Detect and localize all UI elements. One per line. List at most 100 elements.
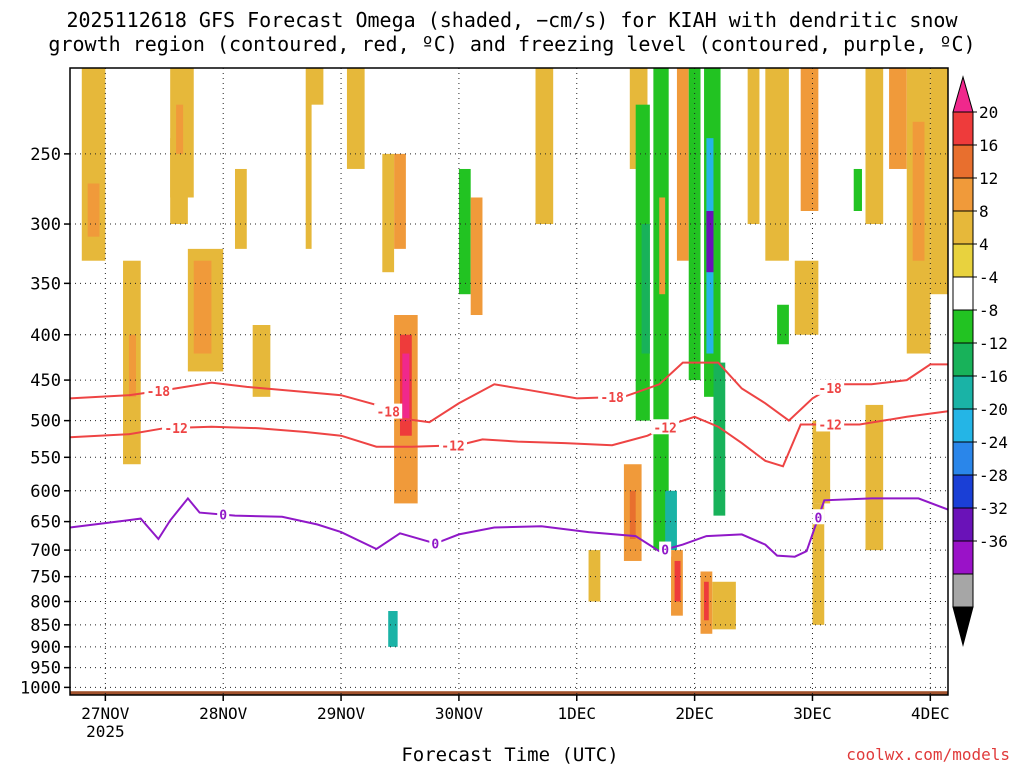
contour-0C (69, 496, 949, 558)
omega-cell-25 (405, 560, 424, 647)
colorbar-segment-9 (952, 408, 974, 443)
contour-label-bg--12C-1 (439, 437, 468, 453)
colorbar-tick-label-11: -28 (979, 466, 1008, 485)
colorbar-tick-label-3: 8 (979, 202, 989, 221)
colorbar-tick-label-2: 12 (979, 169, 998, 188)
colorbar-segment-4 (952, 243, 974, 278)
omega-cell-13 (346, 68, 365, 169)
contour-label-bg--12C-3 (816, 416, 845, 432)
chart-title-line-2: growth region (contoured, red, ºC) and f… (48, 32, 976, 56)
x-axis-label: Forecast Time (UTC) (401, 744, 619, 766)
omega-cell-78 (930, 68, 948, 295)
omega-cell-19 (394, 153, 406, 249)
omega-cell-18 (382, 153, 395, 273)
contour-label-bg-0C-2 (659, 541, 672, 557)
omega-cell-8 (193, 260, 212, 354)
chart-title-line-1: 2025112618 GFS Forecast Omega (shaded, −… (66, 8, 958, 32)
contour-label-bg-0C-1 (429, 535, 442, 551)
omega-shading-layer (81, 68, 948, 672)
surface-band (70, 691, 948, 695)
omega-cell-47 (665, 490, 677, 551)
omega-cell-67 (812, 420, 831, 504)
contour-label-bg--18C-3 (816, 379, 845, 395)
omega-cell-30 (470, 197, 483, 316)
colorbar-bottom-arrow (952, 606, 974, 647)
colorbar-segment-1 (952, 144, 974, 179)
colorbar-tick-label-7: -12 (979, 334, 1008, 353)
contour-label-bg--18C-0 (144, 383, 173, 399)
omega-cell-57 (704, 581, 709, 621)
omega-cell-9 (234, 168, 247, 249)
omega-cell-64 (777, 304, 789, 345)
omega-cell-24 (388, 611, 398, 647)
omega-cell-17 (376, 521, 395, 561)
y-tick-label-650: 650 (30, 513, 61, 533)
omega-cell-34 (511, 68, 530, 249)
contour-label-0C-2: 0 (661, 544, 669, 559)
contour-layer: -18 -18 -18 -18 -12 -12 -12 -12 0 0 0 0 (69, 361, 949, 559)
colorbar-tick-label-12: -32 (979, 499, 1008, 518)
colorbar-tick-label-0: 20 (979, 103, 998, 122)
contour-label-0C-1: 0 (431, 537, 439, 552)
x-tick-label-27NOV: 27NOV (81, 704, 130, 723)
omega-cell-62 (765, 68, 789, 261)
colorbar-segment-11 (952, 474, 974, 509)
colorbar-segment-0 (952, 111, 974, 146)
contour-label--12C-2: -12 (653, 421, 676, 436)
omega-cell-70 (853, 168, 862, 211)
colorbar-tick-label-13: -36 (979, 532, 1008, 551)
omega-cell-44 (641, 224, 650, 354)
omega-cell-6 (176, 104, 184, 154)
omega-cell-54 (706, 210, 714, 273)
contour-label--18C-0: -18 (147, 385, 171, 400)
colorbar-tick-label-10: -24 (979, 433, 1008, 452)
contour-label-bg--12C-2 (651, 419, 680, 435)
omega-cell-33 (482, 380, 501, 504)
contour-label-bg--18C-1 (374, 403, 403, 419)
colorbar-segment-6 (952, 309, 974, 344)
axes-layer: 2503003504004505005506006507007508008509… (20, 67, 950, 741)
contour-label-0C-3: 0 (814, 511, 822, 526)
contour-label-bg--18C-2 (598, 389, 627, 405)
omega-cell-35 (535, 68, 554, 225)
omega-cell-58 (712, 581, 736, 630)
y-tick-label-450: 450 (30, 371, 61, 391)
contour-label-bg-0C-3 (812, 509, 825, 525)
omega-cell-38 (594, 315, 607, 397)
omega-cell-29 (458, 168, 471, 295)
source-credit: coolwx.com/models (846, 745, 1010, 764)
contour-label--12C-1: -12 (441, 439, 464, 454)
y-tick-label-500: 500 (30, 412, 61, 432)
omega-cell-31 (458, 550, 483, 672)
omega-cell-10 (252, 325, 271, 397)
contour--12C (69, 410, 949, 468)
contour-label-bg--12C-0 (162, 419, 191, 435)
colorbar-segment-5 (952, 276, 974, 311)
colorbar-top-arrow (952, 75, 974, 113)
omega-cell-61 (747, 68, 760, 225)
x-year-label: 2025 (86, 722, 125, 741)
omega-cell-26 (435, 68, 448, 316)
omega-cell-76 (918, 503, 948, 577)
y-tick-label-250: 250 (30, 145, 61, 165)
x-tick-label-2DEC: 2DEC (675, 704, 714, 723)
colorbar-segment-3 (952, 210, 974, 245)
omega-cell-46 (659, 197, 666, 295)
omega-cell-51 (688, 68, 701, 381)
omega-cell-12 (311, 104, 330, 284)
colorbar-segment-13 (952, 540, 974, 575)
omega-cell-37 (588, 68, 607, 249)
y-tick-label-700: 700 (30, 541, 61, 561)
contour-label--18C-1: -18 (376, 406, 400, 421)
omega-cell-68 (812, 503, 825, 625)
y-tick-label-1000: 1000 (20, 678, 61, 698)
omega-cell-71 (865, 68, 884, 225)
omega-cell-55 (713, 362, 726, 516)
colorbar-tick-label-9: -20 (979, 400, 1008, 419)
colorbar-segment-14 (952, 573, 974, 608)
omega-cell-3 (128, 334, 136, 397)
omega-cell-59 (718, 638, 730, 672)
omega-cell-36 (564, 68, 583, 225)
omega-cell-66 (800, 68, 819, 211)
omega-cell-65 (794, 260, 819, 335)
